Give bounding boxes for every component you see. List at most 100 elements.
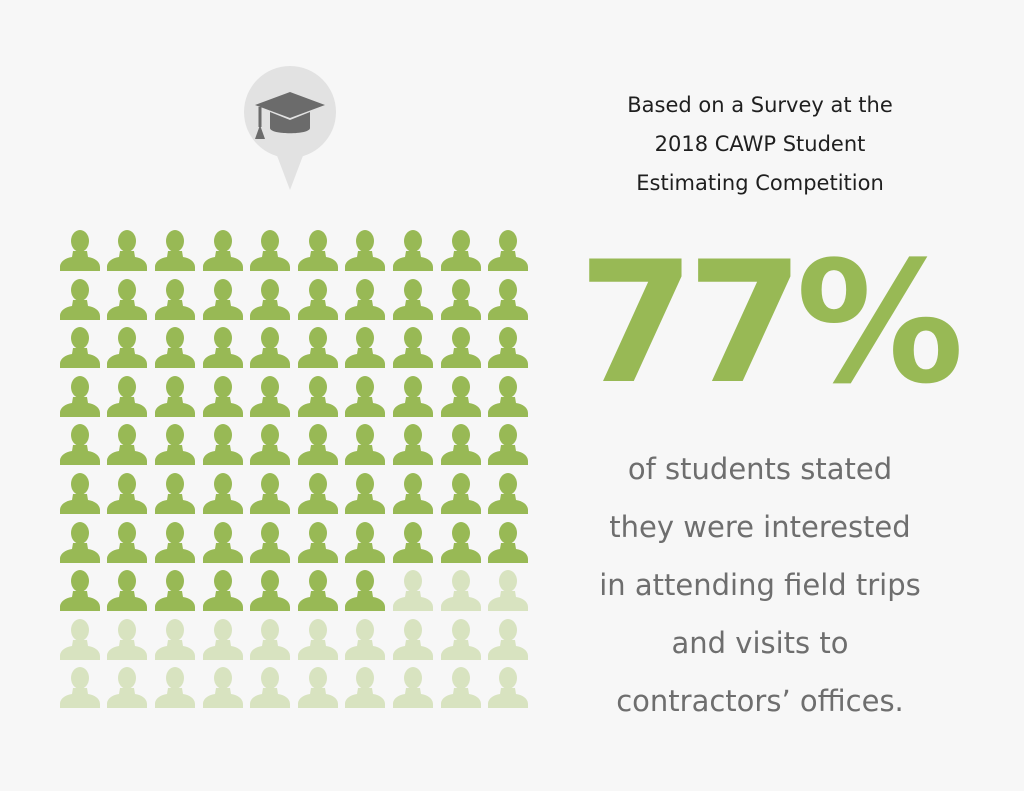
person-icon-dimmed: [389, 617, 437, 666]
person-icon: [154, 424, 195, 466]
person-icon-highlighted: [342, 520, 390, 569]
person-icon: [202, 375, 243, 417]
person-icon: [202, 424, 243, 466]
person-icon-highlighted: [294, 228, 342, 277]
person-icon-highlighted: [104, 568, 152, 617]
person-icon-highlighted: [151, 228, 199, 277]
person-icon-highlighted: [342, 422, 390, 471]
person-icon-highlighted: [294, 520, 342, 569]
person-icon: [488, 278, 529, 320]
person-icon-dimmed: [342, 617, 390, 666]
person-icon: [154, 327, 195, 369]
person-icon-highlighted: [246, 422, 294, 471]
person-icon-highlighted: [246, 568, 294, 617]
person-icon: [250, 375, 291, 417]
person-icon: [250, 521, 291, 563]
person-icon: [345, 424, 386, 466]
person-icon: [345, 618, 386, 660]
person-icon: [440, 327, 481, 369]
person-icon: [345, 472, 386, 514]
person-icon-highlighted: [56, 374, 104, 423]
person-icon-highlighted: [246, 228, 294, 277]
person-icon: [345, 375, 386, 417]
person-icon-dimmed: [104, 665, 152, 714]
person-icon-highlighted: [246, 325, 294, 374]
person-icon: [297, 472, 338, 514]
person-icon: [440, 424, 481, 466]
person-icon: [59, 375, 100, 417]
person-icon: [345, 570, 386, 612]
person-icon-highlighted: [294, 374, 342, 423]
person-icon: [488, 521, 529, 563]
map-pin-shape: [244, 66, 336, 190]
person-icon: [488, 424, 529, 466]
person-icon: [440, 667, 481, 709]
person-icon: [440, 375, 481, 417]
person-icon-highlighted: [389, 422, 437, 471]
person-icon-dimmed: [151, 665, 199, 714]
person-icon-highlighted: [104, 277, 152, 326]
person-icon-dimmed: [437, 568, 485, 617]
person-icon-highlighted: [437, 471, 485, 520]
person-icon: [392, 521, 433, 563]
person-icon: [59, 618, 100, 660]
person-icon-highlighted: [389, 520, 437, 569]
person-icon: [154, 375, 195, 417]
person-icon-highlighted: [56, 277, 104, 326]
survey-line: 2018 CAWP Student: [654, 132, 866, 156]
person-icon: [392, 327, 433, 369]
person-icon-highlighted: [294, 422, 342, 471]
person-icon-highlighted: [199, 228, 247, 277]
person-icon: [488, 618, 529, 660]
person-icon: [202, 230, 243, 271]
person-icon-highlighted: [389, 471, 437, 520]
person-icon-highlighted: [437, 520, 485, 569]
person-icon-highlighted: [104, 422, 152, 471]
person-icon: [202, 521, 243, 563]
description-line: contractors’ offices.: [616, 684, 904, 718]
person-icon-highlighted: [484, 520, 532, 569]
person-icon-highlighted: [56, 325, 104, 374]
statistic-percentage: 77%: [578, 225, 964, 421]
description-line: and visits to: [671, 626, 849, 660]
person-icon: [154, 570, 195, 612]
person-icon: [297, 375, 338, 417]
person-icon: [154, 472, 195, 514]
person-icon-dimmed: [246, 617, 294, 666]
person-icon: [202, 618, 243, 660]
person-icon-highlighted: [246, 374, 294, 423]
person-icon-highlighted: [437, 374, 485, 423]
person-icon-highlighted: [342, 471, 390, 520]
person-icon: [488, 667, 529, 709]
statistic-description: of students stated they were interested …: [560, 440, 960, 730]
person-icon-highlighted: [104, 228, 152, 277]
person-icon-highlighted: [199, 374, 247, 423]
person-icon-dimmed: [294, 617, 342, 666]
person-icon-highlighted: [199, 471, 247, 520]
person-icon: [59, 278, 100, 320]
person-icon-dimmed: [199, 665, 247, 714]
person-icon: [440, 230, 481, 271]
person-icon: [392, 278, 433, 320]
person-icon-highlighted: [104, 471, 152, 520]
survey-source-text: Based on a Survey at the 2018 CAWP Stude…: [590, 86, 930, 203]
person-icon-dimmed: [437, 617, 485, 666]
person-icon: [440, 278, 481, 320]
person-icon: [488, 472, 529, 514]
person-icon-highlighted: [199, 422, 247, 471]
person-icon-dimmed: [294, 665, 342, 714]
person-icon-highlighted: [56, 228, 104, 277]
person-icon-highlighted: [437, 277, 485, 326]
person-icon-highlighted: [104, 520, 152, 569]
person-icon: [297, 667, 338, 709]
people-icon-grid: [56, 228, 532, 728]
person-icon-highlighted: [151, 471, 199, 520]
person-icon-dimmed: [246, 665, 294, 714]
person-icon: [107, 521, 148, 563]
person-icon-highlighted: [56, 471, 104, 520]
person-icon: [440, 570, 481, 612]
person-icon-dimmed: [56, 665, 104, 714]
description-line: of students stated: [627, 452, 893, 486]
person-icon-highlighted: [199, 568, 247, 617]
description-line: in attending field trips: [599, 568, 921, 602]
